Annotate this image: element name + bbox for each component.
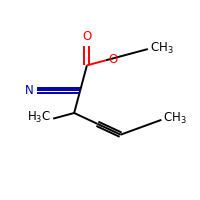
Text: O: O <box>108 53 118 66</box>
Text: CH$_3$: CH$_3$ <box>163 111 187 126</box>
Text: O: O <box>82 30 92 43</box>
Text: N: N <box>25 84 34 97</box>
Text: H$_3$C: H$_3$C <box>27 110 51 125</box>
Text: CH$_3$: CH$_3$ <box>150 41 174 56</box>
